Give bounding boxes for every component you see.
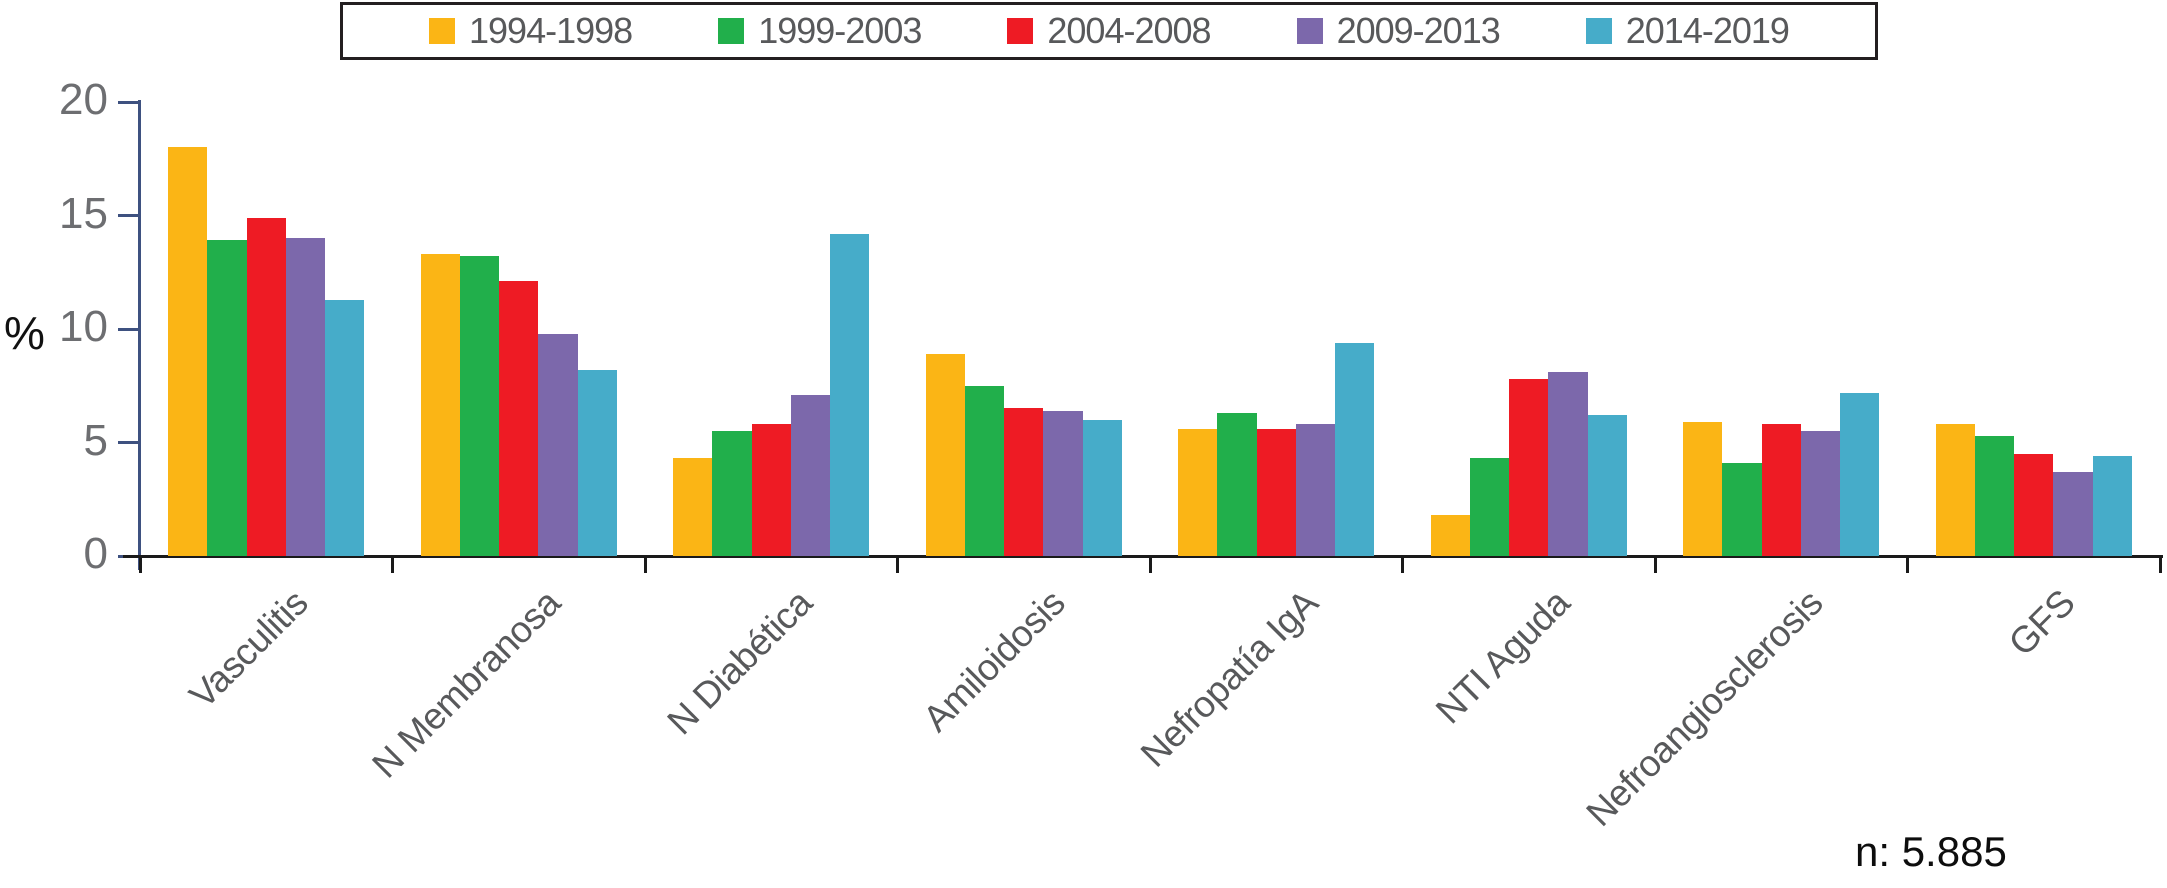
bar — [207, 240, 247, 556]
y-tick-label: 20 — [59, 75, 108, 124]
legend-swatch-icon — [429, 18, 456, 44]
bar-group — [393, 102, 646, 556]
x-category-label: Nefropatía IgA — [1132, 582, 1326, 775]
bar — [925, 353, 965, 556]
bar — [2053, 472, 2093, 556]
bar — [1256, 428, 1296, 556]
bar — [499, 281, 539, 556]
x-category-label: N Membranosa — [364, 582, 568, 786]
bar — [1430, 515, 1470, 556]
legend-label: 1999-2003 — [758, 10, 922, 51]
bar — [1587, 415, 1627, 556]
bar — [538, 333, 578, 556]
legend-swatch-icon — [718, 18, 745, 44]
bar — [1178, 428, 1218, 556]
x-tick-mark — [643, 558, 647, 573]
x-category-label: Vasculitis — [181, 582, 316, 717]
x-category-label: N Diabética — [659, 582, 821, 743]
y-tick-label: 15 — [59, 188, 108, 238]
legend-item: 2004-2008 — [1007, 10, 1212, 52]
x-tick-mark — [391, 558, 394, 573]
bar — [2014, 453, 2054, 556]
bar — [1043, 410, 1083, 556]
bar — [712, 431, 752, 556]
x-category-label: Amiloidosis — [915, 582, 1073, 740]
bar-group — [140, 102, 393, 556]
bar — [1722, 462, 1762, 556]
legend-label: 2014-2019 — [1625, 10, 1790, 51]
x-axis-line — [123, 555, 2163, 558]
x-tick-mark — [1401, 558, 1404, 573]
bar — [1082, 419, 1122, 556]
legend-swatch-icon — [1007, 18, 1034, 44]
bar — [1974, 435, 2015, 556]
legend-swatch-icon — [1296, 18, 1323, 44]
bar — [964, 385, 1005, 556]
bar — [1761, 424, 1801, 556]
x-category-label: NTI Aguda — [1428, 582, 1578, 732]
y-axis-label: % — [4, 307, 45, 359]
x-tick-mark — [1148, 558, 1152, 573]
y-tick-label: 10 — [59, 302, 108, 351]
legend-item: 2014-2019 — [1585, 10, 1790, 52]
bar — [1548, 372, 1588, 556]
legend-item: 1994-1998 — [429, 10, 633, 52]
bar — [2092, 456, 2132, 556]
bar-group — [1150, 102, 1403, 556]
x-tick-mark — [1653, 558, 1657, 573]
bar-group — [898, 102, 1151, 556]
legend: 1994-1998 1999-2003 2004-2008 2009-2013 2014… — [340, 2, 1878, 60]
bar — [1469, 458, 1510, 556]
bar — [751, 424, 791, 556]
bar-group — [1403, 102, 1656, 556]
legend-swatch-icon — [1585, 18, 1612, 44]
x-category-label: Nefroangiosclerosis — [1578, 582, 1831, 835]
bar — [830, 233, 870, 556]
bar — [1935, 424, 1975, 556]
y-tick-label: 0 — [83, 529, 108, 578]
x-tick-mark — [896, 558, 899, 573]
legend-label: 2004-2008 — [1047, 10, 1211, 51]
bar — [1509, 378, 1549, 556]
bar — [1004, 408, 1044, 556]
y-tick-mark — [118, 100, 140, 104]
x-tick-mark — [2158, 558, 2162, 573]
bar — [577, 369, 617, 556]
bar — [790, 394, 831, 556]
bar-group — [645, 102, 898, 556]
bar — [673, 458, 713, 556]
bar — [459, 256, 500, 556]
y-tick-label: 5 — [83, 415, 108, 465]
bar — [1295, 424, 1336, 556]
legend-item: 2009-2013 — [1296, 10, 1501, 52]
bar — [1840, 392, 1880, 556]
plot-area — [140, 102, 2160, 556]
y-axis-line — [138, 100, 141, 570]
bar-group — [1908, 102, 2161, 556]
legend-item: 1999-2003 — [718, 10, 922, 52]
x-tick-mark — [138, 558, 142, 573]
bar — [1683, 422, 1723, 556]
bar — [246, 217, 286, 556]
bar — [420, 254, 460, 556]
bar-group — [1655, 102, 1908, 556]
x-category-label: GFS — [2001, 582, 2083, 664]
bar — [325, 299, 365, 556]
legend-label: 1994-1998 — [469, 10, 633, 51]
y-tick-mark — [118, 214, 140, 217]
bar — [1800, 431, 1841, 556]
y-tick-mark — [118, 327, 140, 331]
legend-label: 2009-2013 — [1336, 10, 1501, 51]
sample-size-note: n: 5.885 — [1855, 828, 2007, 875]
bar — [1217, 413, 1257, 556]
bar — [1335, 342, 1375, 556]
bar — [168, 147, 208, 556]
y-tick-mark — [118, 441, 140, 444]
x-tick-mark — [1906, 558, 1909, 573]
bar — [285, 238, 326, 556]
